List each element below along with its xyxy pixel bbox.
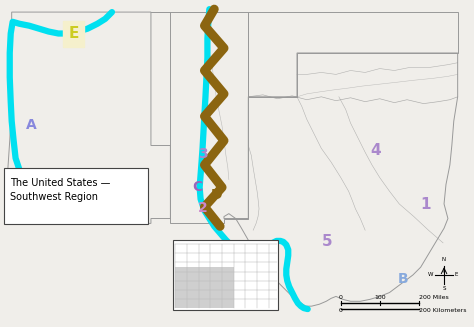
Text: W: W [428,272,433,278]
Text: 0: 0 [339,308,343,313]
Text: 1: 1 [420,197,431,212]
Text: A: A [26,118,37,132]
Bar [4,168,148,224]
Text: 0: 0 [339,295,343,300]
Bar [175,267,234,308]
Text: D: D [210,188,222,202]
Text: E: E [455,272,458,278]
Text: 200 Miles: 200 Miles [419,295,448,300]
Text: The United States —
Southwest Region: The United States — Southwest Region [10,178,110,202]
Text: N: N [442,257,446,262]
Text: 100: 100 [374,295,385,300]
Bar [173,240,279,310]
Text: S: S [442,286,446,291]
Text: 200 Kilometers: 200 Kilometers [419,308,466,313]
Text: 5: 5 [321,234,332,249]
Text: 3: 3 [198,147,207,161]
Text: 2: 2 [198,201,208,215]
Text: 4: 4 [370,143,381,158]
Text: B: B [397,272,408,286]
Text: C: C [192,180,202,194]
Text: E: E [68,26,79,42]
